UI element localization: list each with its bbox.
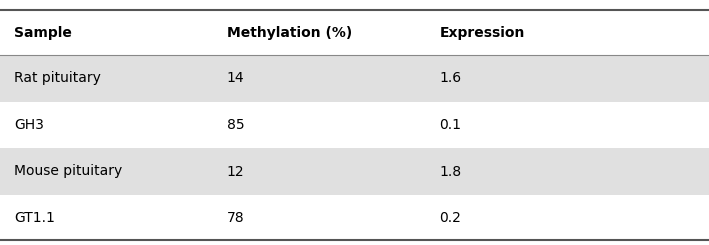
Text: Expression: Expression [440, 26, 525, 40]
Text: Mouse pituitary: Mouse pituitary [14, 164, 123, 179]
Text: 85: 85 [227, 118, 245, 132]
Text: 1.8: 1.8 [440, 164, 462, 179]
Bar [0, 148, 709, 195]
Text: Methylation (%): Methylation (%) [227, 26, 352, 40]
Text: 78: 78 [227, 211, 245, 225]
Text: 1.6: 1.6 [440, 71, 462, 86]
Text: 14: 14 [227, 71, 245, 86]
Bar [0, 102, 709, 148]
Text: Sample: Sample [14, 26, 72, 40]
Bar [0, 55, 709, 102]
Text: 0.1: 0.1 [440, 118, 462, 132]
Text: GH3: GH3 [14, 118, 44, 132]
Text: GT1.1: GT1.1 [14, 211, 55, 225]
Bar [0, 195, 709, 241]
Text: 0.2: 0.2 [440, 211, 462, 225]
Text: 12: 12 [227, 164, 245, 179]
Text: Rat pituitary: Rat pituitary [14, 71, 101, 86]
